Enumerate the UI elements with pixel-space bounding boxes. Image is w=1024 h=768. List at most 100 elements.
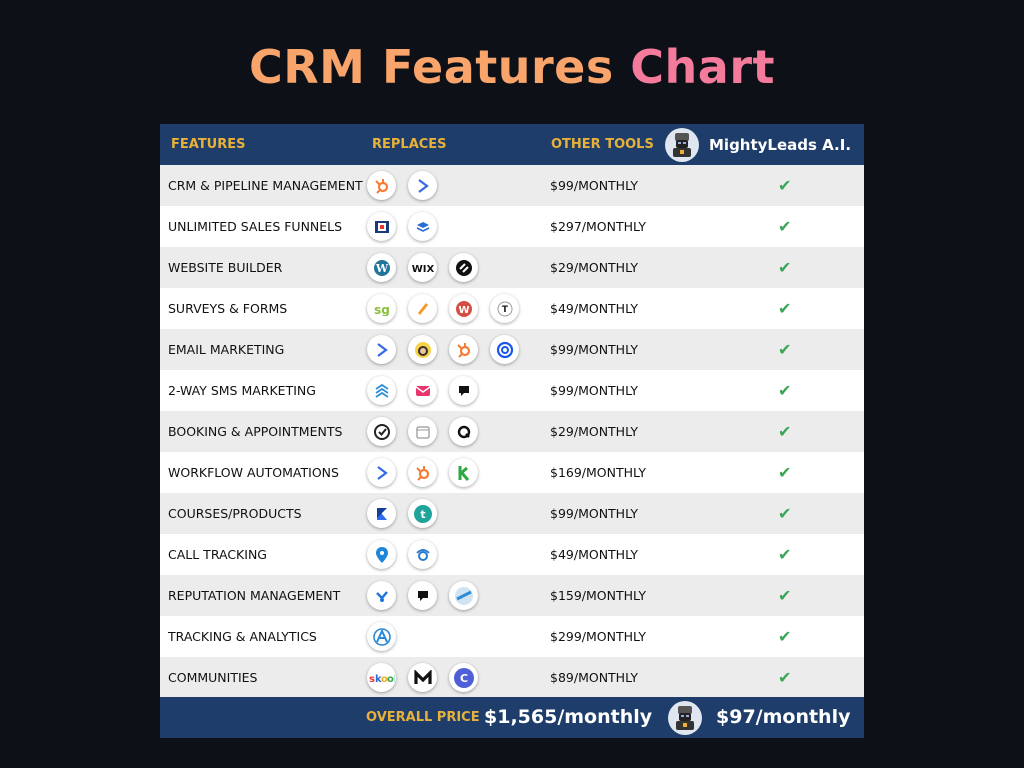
- calendar-icon: [408, 417, 437, 446]
- feature-name: CRM & PIPELINE MANAGEMENT: [168, 178, 363, 193]
- table-row: COURSES/PRODUCTS t $99/MONTHLY ✔: [160, 493, 864, 534]
- check-icon: ✔: [778, 504, 792, 523]
- replaces-icons: [367, 581, 490, 610]
- table-row: CALL TRACKING $49/MONTHLY ✔: [160, 534, 864, 575]
- svg-text:o: o: [381, 674, 388, 685]
- check-icon: ✔: [778, 381, 792, 400]
- feature-name: CALL TRACKING: [168, 547, 267, 562]
- other-tools-price: $159/MONTHLY: [550, 588, 646, 603]
- feature-name: BOOKING & APPOINTMENTS: [168, 424, 343, 439]
- table-row: UNLIMITED SALES FUNNELS $297/MONTHLY ✔: [160, 206, 864, 247]
- check-icon: ✔: [778, 545, 792, 564]
- check-icon: ✔: [778, 627, 792, 646]
- table-row: REPUTATION MANAGEMENT $159/MONTHLY ✔: [160, 575, 864, 616]
- table-footer: OVERALL PRICE $1,565/monthly $97/monthly: [160, 697, 864, 738]
- calendly-icon: [367, 417, 396, 446]
- table-row: EMAIL MARKETING $99/MONTHLY ✔: [160, 329, 864, 370]
- check-icon: ✔: [778, 422, 792, 441]
- calltrackingmetrics-icon: [408, 540, 437, 569]
- feature-name: REPUTATION MANAGEMENT: [168, 588, 341, 603]
- table-row: WEBSITE BUILDER W WIX $29/MONTHLY ✔: [160, 247, 864, 288]
- svg-text:ol: ol: [387, 674, 395, 685]
- check-icon: ✔: [778, 299, 792, 318]
- callrail-icon: [367, 540, 396, 569]
- check-icon: ✔: [778, 586, 792, 605]
- other-tools-price: $99/MONTHLY: [550, 506, 639, 521]
- wordpress-icon: W: [367, 253, 396, 282]
- hubspot-icon: [367, 171, 396, 200]
- sms-stack-icon: [367, 376, 396, 405]
- replaces-icons: t: [367, 499, 449, 528]
- feature-name: SURVEYS & FORMS: [168, 301, 288, 316]
- wufoo-icon: W: [449, 294, 478, 323]
- other-tools-price: $29/MONTHLY: [550, 260, 639, 275]
- feature-name: 2-WAY SMS MARKETING: [168, 383, 316, 398]
- check-icon: ✔: [778, 668, 792, 687]
- other-total: $1,565/monthly: [484, 706, 653, 728]
- mailchimp-icon: [408, 335, 437, 364]
- svg-text:k: k: [375, 674, 382, 685]
- table-row: TRACKING & ANALYTICS $299/MONTHLY ✔: [160, 616, 864, 657]
- analytics-icon: [367, 622, 396, 651]
- svg-text:WIX: WIX: [412, 264, 434, 275]
- typeform-icon: T: [490, 294, 519, 323]
- svg-text:sg: sg: [374, 303, 390, 316]
- header-features: FEATURES: [171, 137, 246, 152]
- other-tools-price: $297/MONTHLY: [550, 219, 646, 234]
- feature-name: UNLIMITED SALES FUNNELS: [168, 219, 343, 234]
- leadpages-icon: [408, 212, 437, 241]
- table-row: BOOKING & APPOINTMENTS $29/MONTHLY ✔: [160, 411, 864, 452]
- check-icon: ✔: [778, 217, 792, 236]
- other-tools-price: $99/MONTHLY: [550, 383, 639, 398]
- feature-name: TRACKING & ANALYTICS: [168, 629, 317, 644]
- podium-icon: [408, 581, 437, 610]
- surveygizmo-icon: sg: [367, 294, 396, 323]
- robot-logo-icon: [665, 127, 699, 162]
- activecampaign-icon: [408, 171, 437, 200]
- reputation-icon: [449, 581, 478, 610]
- replaces-icons: skool C: [367, 663, 490, 692]
- svg-text:W: W: [374, 262, 388, 275]
- replaces-icons: [367, 417, 490, 446]
- jotform-icon: [408, 294, 437, 323]
- other-tools-price: $49/MONTHLY: [550, 547, 639, 562]
- other-tools-price: $99/MONTHLY: [550, 342, 639, 357]
- page-title: CRM Features Chart: [0, 40, 1024, 94]
- replaces-icons: [367, 622, 408, 651]
- features-table: FEATURES REPLACES OTHER TOOLS MightyLead…: [160, 124, 864, 738]
- svg-text:s: s: [369, 674, 375, 685]
- mightyleads-total: $97/monthly: [716, 706, 851, 728]
- replaces-icons: [367, 212, 449, 241]
- feature-name: COURSES/PRODUCTS: [168, 506, 302, 521]
- teachable-icon: t: [408, 499, 437, 528]
- keap-icon: [449, 458, 478, 487]
- replaces-icons: [367, 540, 449, 569]
- activecampaign-icon: [367, 335, 396, 364]
- activecampaign-icon: [367, 458, 396, 487]
- other-tools-price: $299/MONTHLY: [550, 629, 646, 644]
- other-tools-price: $49/MONTHLY: [550, 301, 639, 316]
- brand: MightyLeads A.I.: [665, 124, 851, 165]
- table-row: WORKFLOW AUTOMATIONS $169/MONTHLY ✔: [160, 452, 864, 493]
- hubspot-icon: [449, 335, 478, 364]
- svg-text:T: T: [501, 305, 508, 315]
- circle-icon: C: [449, 663, 478, 692]
- header-other-tools: OTHER TOOLS: [551, 137, 654, 152]
- birdeye-icon: [367, 581, 396, 610]
- replaces-icons: [367, 335, 531, 364]
- other-tools-price: $99/MONTHLY: [550, 178, 639, 193]
- constantcontact-icon: [490, 335, 519, 364]
- textmagic-icon: [408, 376, 437, 405]
- overall-price-label: OVERALL PRICE: [366, 710, 480, 725]
- check-icon: ✔: [778, 176, 792, 195]
- table-row: 2-WAY SMS MARKETING $99/MONTHLY ✔: [160, 370, 864, 411]
- hubspot-icon: [408, 458, 437, 487]
- feature-name: WORKFLOW AUTOMATIONS: [168, 465, 339, 480]
- check-icon: ✔: [778, 340, 792, 359]
- replaces-icons: W WIX: [367, 253, 490, 282]
- svg-text:t: t: [420, 508, 425, 521]
- feature-name: COMMUNITIES: [168, 670, 258, 685]
- check-icon: ✔: [778, 463, 792, 482]
- brand-name: MightyLeads A.I.: [709, 135, 852, 154]
- kajabi-icon: [367, 499, 396, 528]
